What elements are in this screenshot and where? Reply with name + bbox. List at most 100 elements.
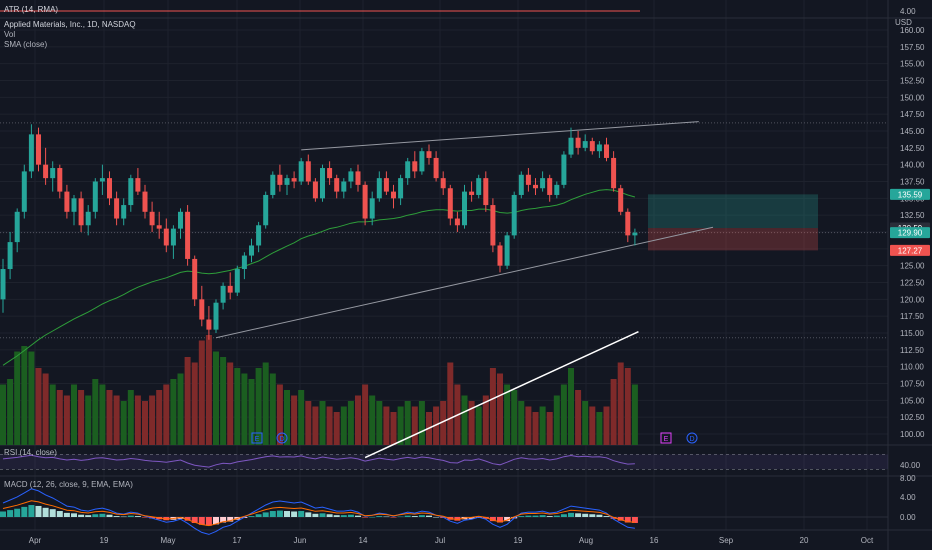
candle-body: [206, 319, 212, 330]
macd-signal-polyline: [2, 500, 635, 527]
macd-histogram-bar: [369, 517, 376, 518]
volume-bar: [163, 384, 170, 445]
candle-body: [213, 302, 219, 330]
time-tick-label: 16: [650, 536, 659, 545]
candle-body: [71, 198, 77, 212]
volume-bar: [291, 395, 298, 445]
vol-legend[interactable]: Vol: [4, 30, 15, 40]
candle-body: [156, 225, 162, 229]
price-tick-label: 105.00: [900, 396, 925, 405]
macd-histogram-bar: [603, 516, 610, 517]
macd-histogram-bar: [624, 517, 631, 523]
volume-bar: [575, 390, 582, 445]
price-axis[interactable]: 160.00 157.50 155.00 152.50 150.00 147.50 145.…: [890, 7, 930, 522]
candle-body: [454, 218, 460, 226]
price-label-box: [890, 188, 930, 200]
macd-histogram-bar: [468, 517, 475, 519]
candle-body: [568, 137, 574, 155]
macd-histogram-bar: [49, 509, 56, 517]
rsi-polyline: [2, 454, 635, 468]
earnings-marker: [251, 432, 263, 444]
macd-histogram-bar: [205, 517, 212, 526]
candle-body: [433, 157, 439, 179]
macd-histogram-bar: [191, 517, 198, 523]
price-tick-label: 145.00: [900, 127, 925, 136]
candle-body: [199, 299, 205, 320]
candle-body: [50, 168, 56, 179]
volume-bar: [340, 406, 347, 445]
price-tick-label: 155.00: [900, 60, 925, 69]
trendlines[interactable]: [215, 121, 714, 459]
time-axis[interactable]: Apr 19 May 17 Jun 14 Jul 19 Aug 16 Sep 20 Oct: [29, 536, 874, 545]
sma-legend[interactable]: SMA (close): [4, 40, 47, 50]
macd-histogram-bar: [411, 516, 418, 517]
macd-histogram-bar: [518, 516, 525, 517]
volume-bar: [227, 362, 234, 445]
candle-body: [92, 181, 98, 212]
candle-body: [99, 178, 105, 182]
atr-legend[interactable]: ATR (14, RMA): [4, 5, 58, 15]
time-tick-label: Aug: [579, 536, 593, 545]
event-marker-label: D: [279, 436, 284, 443]
sma-polyline: [2, 189, 636, 366]
time-tick-label: 17: [233, 536, 242, 545]
candle-body: [121, 205, 127, 219]
channel-lower-trendline: [215, 226, 714, 339]
macd-legend[interactable]: MACD (12, 26, close, 9, EMA, EMA): [4, 480, 133, 490]
volume-bar: [411, 406, 418, 445]
time-tick-label: 19: [514, 536, 523, 545]
macd-histogram-bar: [276, 510, 283, 517]
currency-label: USD: [895, 18, 912, 28]
volume-bar: [205, 335, 212, 445]
macd-histogram-bar: [14, 508, 21, 517]
sma-line: [2, 189, 636, 366]
candle-body: [185, 211, 191, 259]
macd-histogram-bar: [397, 516, 404, 518]
candle-body: [490, 205, 496, 246]
price-tick-label: 107.50: [900, 380, 925, 389]
macd-histogram-bar: [433, 517, 440, 518]
candle-body: [21, 171, 27, 212]
volume-bar: [42, 373, 49, 445]
volume-bar: [560, 384, 567, 445]
candle-body: [312, 181, 318, 199]
macd-histogram-bar: [596, 514, 603, 517]
candle-body: [241, 255, 247, 270]
macd-histogram-bar: [42, 507, 49, 517]
long-position-tool[interactable]: [648, 194, 818, 251]
macd-histogram-bar: [454, 517, 461, 521]
volume-bar: [440, 401, 447, 445]
macd-histogram-bar: [333, 515, 340, 517]
price-tick-label: 122.50: [900, 279, 925, 288]
candle-body: [192, 258, 198, 300]
macd-histogram-bar: [262, 512, 269, 517]
candle-body: [547, 178, 553, 195]
candle-body: [362, 184, 368, 219]
time-tick-label: 19: [100, 536, 109, 545]
volume-bar: [596, 412, 603, 445]
macd-histogram-bar: [213, 517, 219, 525]
macd-histogram-bar: [120, 516, 127, 518]
macd-histogram-bar: [220, 517, 227, 523]
macd-histogram-bar: [418, 515, 425, 517]
volume-bar: [376, 401, 383, 445]
rsi-legend[interactable]: RSI (14, close): [4, 448, 57, 458]
macd-histogram-bar: [28, 505, 35, 517]
volume-bar: [319, 401, 326, 445]
macd-tick-label: 0.00: [900, 513, 916, 522]
time-tick-label: Oct: [861, 536, 874, 545]
volume-bar: [546, 412, 553, 445]
rsi-line: [2, 454, 635, 468]
macd-histogram-bar: [142, 517, 148, 518]
symbol-legend[interactable]: Applied Materials, Inc., 1D, NASDAQ: [4, 20, 136, 30]
candle-body: [469, 191, 475, 195]
candle-body: [284, 178, 290, 185]
volume-bar: [433, 406, 440, 445]
macd-histogram-bar: [99, 513, 106, 517]
time-tick-label: May: [160, 536, 175, 545]
volume-bar: [149, 395, 156, 445]
candle-body: [270, 174, 276, 195]
